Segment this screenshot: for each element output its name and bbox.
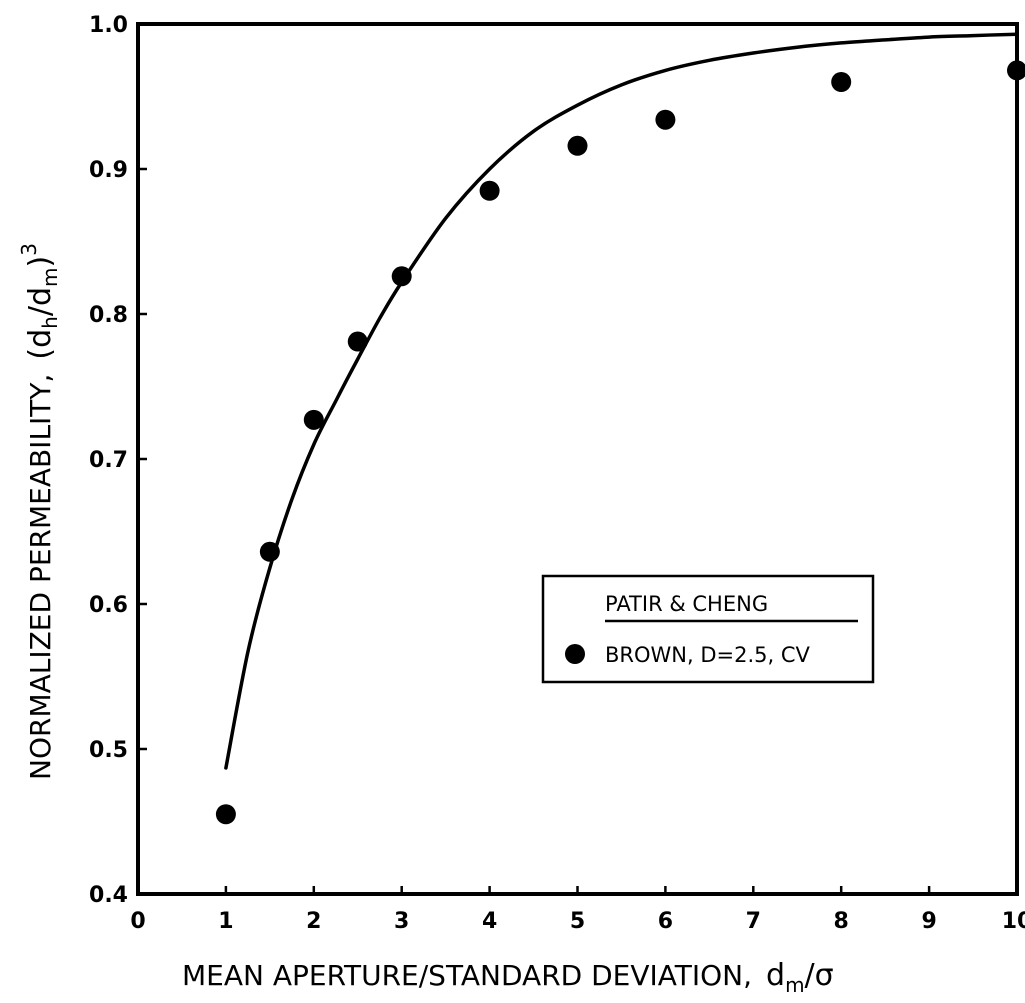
y-axis-title: NORMALIZED PERMEABILITY,(dh/dm)3 [17,243,62,780]
x-tick-label: 5 [570,909,585,934]
data-point-brown [215,804,236,825]
x-tick-label: 6 [658,909,673,934]
y-tick-label: 0.5 [89,738,128,763]
x-tick-label: 10 [1002,909,1025,934]
data-point-brown [391,266,412,287]
legend-label-line-series: PATIR & CHENG [605,592,768,616]
legend: PATIR & CHENG BROWN, D=2.5, CV [541,574,875,684]
y-tick-label: 0.6 [89,593,128,618]
x-axis-title: MEAN APERTURE/STANDARD DEVIATION, dm/σ [182,958,834,997]
legend-marker-swatch [565,644,585,664]
data-point-brown [479,180,500,201]
x-tick-label: 0 [130,909,145,934]
y-axis-ticks: 0.4 0.5 0.6 0.7 0.8 0.9 1.0 [89,13,147,908]
x-tick-label: 1 [218,909,233,934]
y-tick-label: 0.7 [89,448,128,473]
legend-label-scatter-series: BROWN, D=2.5, CV [605,643,811,667]
y-tick-label: 0.4 [89,883,128,908]
y-tick-label: 0.8 [89,303,128,328]
data-point-brown [259,541,280,562]
y-tick-label: 1.0 [89,13,128,38]
data-point-brown [655,109,676,130]
series-layer [215,32,1025,825]
data-point-brown [347,331,368,352]
x-tick-label: 8 [834,909,849,934]
y-tick-label: 0.9 [89,158,128,183]
series-line-patir-cheng [224,32,1019,770]
data-point-brown [303,409,324,430]
data-point-brown [567,135,588,156]
x-axis-ticks: 0 1 2 3 4 5 6 7 8 9 10 [130,886,1025,934]
x-tick-label: 7 [746,909,761,934]
x-tick-label: 9 [921,909,936,934]
data-point-brown [1007,60,1025,81]
x-tick-label: 3 [394,909,409,934]
data-point-brown [831,72,852,92]
legend-box [541,574,875,684]
x-tick-label: 2 [306,909,321,934]
x-tick-label: 4 [482,909,497,934]
